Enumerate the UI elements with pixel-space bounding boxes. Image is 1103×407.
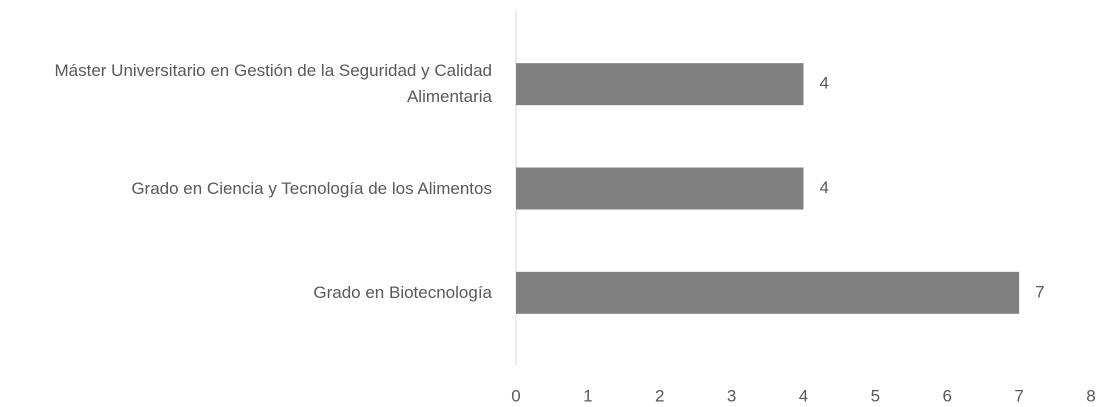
value-label: 4 (820, 74, 829, 93)
x-tick-label: 1 (583, 386, 592, 405)
bar (516, 63, 804, 106)
x-tick-label: 5 (871, 386, 880, 405)
value-label: 4 (820, 178, 829, 197)
x-tick-label: 3 (727, 386, 736, 405)
value-label: 7 (1035, 282, 1044, 301)
bar (516, 271, 1020, 314)
x-tick-label: 0 (511, 386, 520, 405)
x-tick-label: 4 (799, 386, 808, 405)
x-tick-label: 8 (1086, 386, 1095, 405)
category-label: Grado en Ciencia y Tecnología de los Ali… (131, 178, 492, 198)
bar (516, 167, 804, 210)
x-tick-label: 2 (655, 386, 664, 405)
x-tick-label: 7 (1014, 386, 1023, 405)
x-tick-label: 6 (943, 386, 952, 405)
category-label: Máster Universitario en Gestión de la Se… (54, 61, 492, 107)
category-label: Grado en Biotecnología (313, 282, 492, 302)
